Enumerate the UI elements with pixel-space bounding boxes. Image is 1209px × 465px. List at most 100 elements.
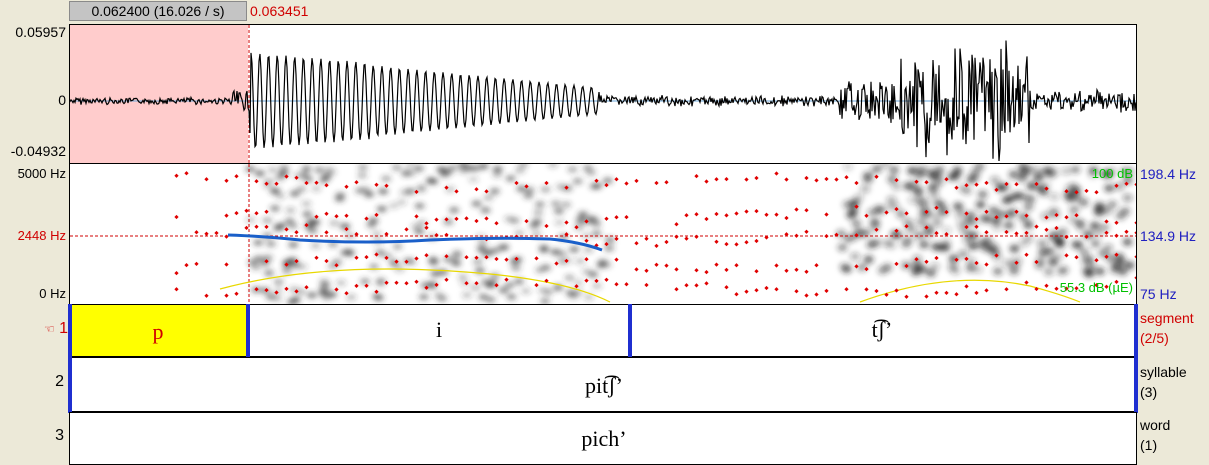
- formant-point: [1094, 258, 1099, 263]
- spectral-energy: [514, 278, 525, 285]
- interval-label[interactable]: pich’: [581, 426, 627, 451]
- spectral-energy: [506, 293, 517, 300]
- formant-point: [814, 292, 819, 297]
- spectral-energy: [269, 205, 280, 212]
- formant-point: [894, 261, 899, 267]
- formant-point: [484, 216, 489, 221]
- interval-boundary[interactable]: [68, 357, 72, 413]
- spectrogram-panel[interactable]: 100 dB 55.3 dB (µE): [69, 164, 1137, 304]
- spectral-energy: [1120, 207, 1131, 216]
- spectral-energy: [914, 231, 925, 240]
- interval-label[interactable]: pit͡ʃ’: [585, 373, 623, 398]
- interval-boundary[interactable]: [628, 304, 632, 358]
- interval-boundary[interactable]: [1134, 357, 1138, 413]
- spectral-energy: [524, 186, 535, 193]
- spectral-energy: [866, 240, 877, 249]
- spectral-energy: [932, 211, 943, 220]
- formant-point: [1044, 227, 1049, 232]
- spectral-energy: [1090, 239, 1101, 248]
- formant-point: [284, 286, 289, 292]
- spectral-energy: [492, 166, 503, 173]
- formant-point: [774, 171, 779, 176]
- spectral-energy: [1026, 182, 1037, 191]
- spectral-energy: [272, 295, 283, 302]
- spectral-energy: [516, 185, 527, 192]
- waveform-panel[interactable]: [69, 24, 1137, 164]
- spectral-energy: [245, 165, 256, 172]
- spectral-energy: [492, 171, 503, 178]
- spectral-energy: [992, 223, 1003, 232]
- spectral-energy: [354, 187, 365, 194]
- spectral-energy: [487, 280, 498, 287]
- interval-label[interactable]: p: [152, 319, 164, 344]
- selected-interval[interactable]: [70, 305, 247, 356]
- formant-point: [644, 236, 649, 241]
- formant-point: [224, 178, 229, 183]
- spectral-energy: [532, 218, 543, 225]
- spectral-energy: [307, 227, 318, 234]
- spectral-energy: [908, 183, 919, 192]
- spectral-energy: [915, 217, 926, 226]
- spectral-energy: [335, 192, 346, 199]
- formant-point: [664, 263, 669, 268]
- waveform-max-label: 0.05957: [15, 24, 66, 40]
- formant-point: [544, 223, 549, 229]
- formant-point: [634, 241, 639, 246]
- interval-label[interactable]: i: [435, 317, 443, 342]
- formant-point: [254, 179, 259, 184]
- spec-bottom-label: 0 Hz: [39, 286, 66, 301]
- formant-point: [634, 178, 639, 184]
- formant-point: [224, 262, 229, 267]
- formant-point: [684, 213, 689, 218]
- spectral-energy: [332, 259, 343, 266]
- formant-point: [774, 263, 779, 268]
- tier-word[interactable]: pich’: [69, 412, 1137, 465]
- formant-point: [574, 284, 579, 289]
- formant-point: [174, 287, 179, 292]
- formant-point: [964, 284, 969, 289]
- formant-point: [674, 234, 679, 239]
- formant-point: [784, 268, 789, 273]
- formant-point: [324, 258, 329, 264]
- formant-point: [804, 175, 809, 181]
- spectral-energy: [534, 201, 545, 208]
- interval-label[interactable]: t͡ʃ’: [871, 317, 893, 342]
- spectral-energy: [975, 200, 986, 209]
- formant-point: [204, 293, 209, 298]
- formant-point: [874, 288, 879, 294]
- formant-point: [1034, 224, 1039, 229]
- spectral-energy: [285, 207, 296, 214]
- spectral-energy: [1122, 176, 1133, 185]
- formant-point: [674, 287, 679, 292]
- interval-boundary[interactable]: [68, 304, 72, 358]
- formant-point: [624, 282, 629, 287]
- spectral-energy: [977, 190, 988, 199]
- spectral-energy: [470, 165, 481, 172]
- formant-point: [874, 174, 879, 179]
- interval-boundary[interactable]: [1134, 304, 1138, 358]
- tier-segment[interactable]: p i t͡ʃ’: [68, 304, 1138, 358]
- formant-point: [534, 282, 539, 288]
- formant-point: [694, 212, 699, 217]
- spectral-energy: [428, 259, 439, 266]
- spectral-energy: [995, 210, 1006, 219]
- spectral-energy: [1061, 167, 1072, 176]
- spectral-energy: [486, 248, 497, 255]
- tier-name-segment: segment (2/5): [1140, 308, 1194, 348]
- spectral-energy: [869, 218, 880, 227]
- spectral-energy: [887, 175, 898, 184]
- spectral-energy: [1043, 166, 1054, 175]
- formant-point: [1094, 190, 1099, 195]
- spectral-energy: [514, 167, 525, 174]
- spectral-energy: [953, 202, 964, 211]
- interval-boundary[interactable]: [246, 304, 250, 358]
- tier-syllable[interactable]: pit͡ʃ’: [68, 357, 1138, 413]
- formant-point: [424, 253, 429, 258]
- formant-point: [224, 234, 229, 239]
- spectral-energy: [565, 289, 576, 296]
- formant-point: [924, 259, 929, 264]
- formant-point: [754, 175, 759, 181]
- formant-point: [684, 236, 689, 241]
- formant-point: [884, 210, 889, 215]
- selection-duration[interactable]: 0.062400 (16.026 / s): [69, 1, 247, 21]
